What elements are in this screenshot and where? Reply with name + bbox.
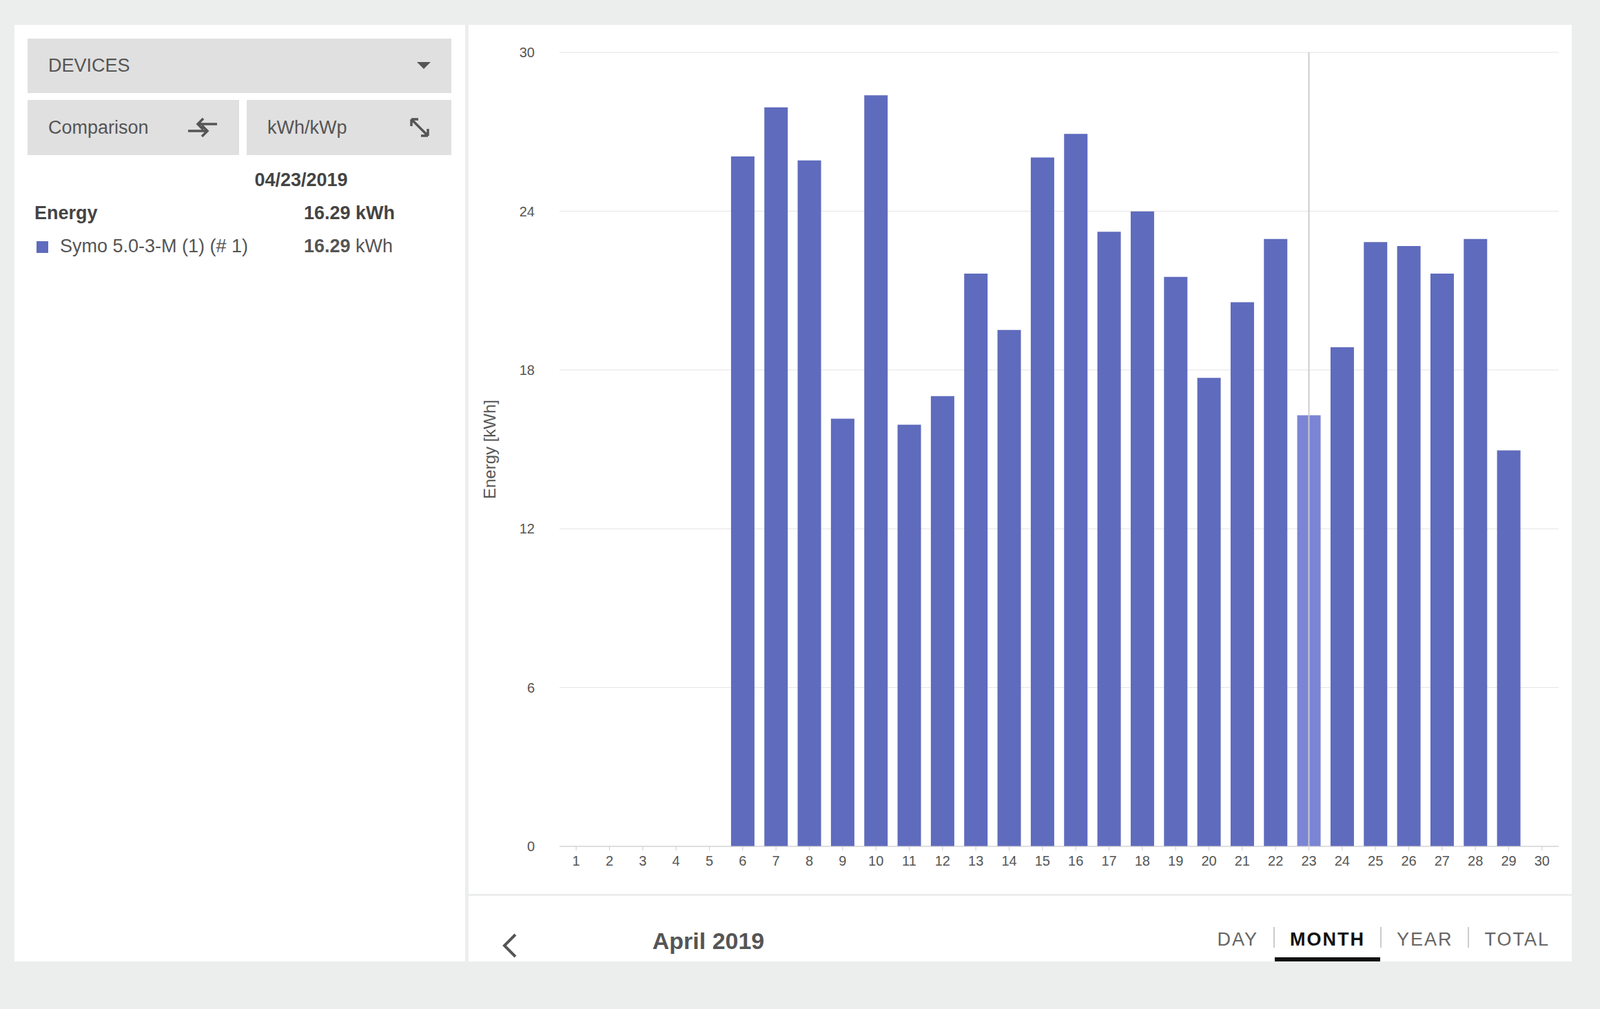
html-text:Symo 5.0-3-M (1) (# 1): Symo 5.0-3-M (1) (# 1) xyxy=(59,235,249,257)
svg-text:8: 8 xyxy=(805,853,814,869)
svg-text:30: 30 xyxy=(1534,853,1550,869)
svg-text:24: 24 xyxy=(1334,853,1350,869)
svg-text:29: 29 xyxy=(1500,853,1516,869)
svg-text:26: 26 xyxy=(1400,853,1417,869)
svg-text:27: 27 xyxy=(1434,853,1450,869)
svg-text:13: 13 xyxy=(968,853,984,869)
html-text:TOTAL: TOTAL xyxy=(1484,928,1550,950)
html-text:16.29 kWh: 16.29 kWh xyxy=(303,235,393,257)
svg-text:25: 25 xyxy=(1367,853,1383,869)
svg-text:17: 17 xyxy=(1101,853,1117,869)
svg-text:4: 4 xyxy=(672,853,681,869)
svg-text:11: 11 xyxy=(901,853,917,869)
html-text:kWh/kWp: kWh/kWp xyxy=(267,116,347,138)
svg-text:Energy [kWh]: Energy [kWh] xyxy=(480,399,499,499)
svg-text:5: 5 xyxy=(705,853,714,869)
svg-text:28: 28 xyxy=(1467,853,1483,869)
svg-text:7: 7 xyxy=(772,853,781,869)
html-text:16.29 kWh: 16.29 kWh xyxy=(303,202,395,224)
svg-text:2: 2 xyxy=(605,853,614,869)
html-text:Energy: Energy xyxy=(34,202,98,224)
svg-text:30: 30 xyxy=(519,44,535,60)
svg-text:15: 15 xyxy=(1034,853,1051,869)
svg-text:9: 9 xyxy=(838,853,847,869)
svg-text:0: 0 xyxy=(527,838,535,854)
svg-text:1: 1 xyxy=(572,853,581,869)
svg-text:20: 20 xyxy=(1201,853,1217,869)
svg-text:18: 18 xyxy=(1134,853,1151,869)
svg-text:12: 12 xyxy=(519,520,535,537)
svg-text:3: 3 xyxy=(638,853,647,869)
svg-text:12: 12 xyxy=(935,853,951,869)
html-text:Comparison: Comparison xyxy=(48,116,149,138)
html-text:DAY: DAY xyxy=(1217,928,1259,950)
html-text:04/23/2019: 04/23/2019 xyxy=(254,169,348,191)
html-text:MONTH: MONTH xyxy=(1289,928,1365,950)
svg-text:21: 21 xyxy=(1234,853,1250,869)
svg-text:10: 10 xyxy=(868,853,884,869)
svg-text:22: 22 xyxy=(1267,853,1284,869)
svg-text:6: 6 xyxy=(738,853,747,869)
html-text:DEVICES: DEVICES xyxy=(48,55,130,76)
svg-text:24: 24 xyxy=(519,203,535,220)
svg-text:19: 19 xyxy=(1167,853,1184,869)
html-text:April 2019: April 2019 xyxy=(652,927,765,954)
svg-text:23: 23 xyxy=(1300,853,1317,869)
svg-text:6: 6 xyxy=(527,680,535,696)
svg-text:18: 18 xyxy=(519,362,535,378)
svg-text:16: 16 xyxy=(1068,853,1084,869)
svg-text:14: 14 xyxy=(1001,853,1017,869)
html-text:YEAR: YEAR xyxy=(1396,928,1453,950)
